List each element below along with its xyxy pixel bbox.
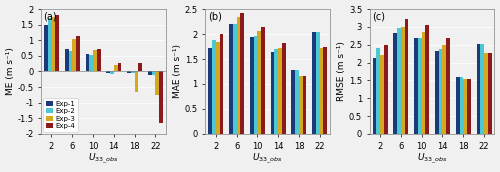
Bar	[446, 38, 450, 134]
Bar	[208, 48, 212, 134]
Bar	[114, 65, 117, 72]
Bar	[127, 72, 131, 73]
Y-axis label: ME (m s⁻¹): ME (m s⁻¹)	[6, 48, 15, 95]
Bar	[426, 25, 429, 134]
Bar	[299, 77, 302, 134]
Bar	[480, 44, 484, 134]
Bar	[216, 41, 220, 134]
Bar	[418, 38, 422, 134]
Bar	[212, 40, 216, 134]
Bar	[159, 72, 163, 123]
Bar	[134, 72, 138, 92]
Bar	[435, 51, 438, 134]
Bar	[110, 72, 114, 74]
Bar	[118, 63, 122, 72]
Bar	[86, 54, 89, 72]
Bar	[380, 55, 384, 134]
Bar	[156, 72, 159, 95]
Bar	[68, 51, 72, 72]
Bar	[152, 72, 156, 75]
Text: (a): (a)	[44, 12, 57, 22]
Bar	[258, 31, 261, 134]
Bar	[456, 77, 460, 134]
Bar	[460, 77, 464, 134]
Bar	[422, 32, 426, 134]
Bar	[316, 31, 320, 134]
Bar	[464, 79, 467, 134]
Bar	[292, 70, 295, 134]
Bar	[324, 46, 327, 134]
X-axis label: $U_{33\_obs}$: $U_{33\_obs}$	[252, 152, 283, 166]
Bar	[261, 26, 265, 134]
Bar	[52, 18, 55, 72]
Bar	[442, 45, 446, 134]
Bar	[106, 72, 110, 73]
Bar	[131, 72, 134, 73]
Bar	[90, 55, 93, 72]
Bar	[270, 52, 274, 134]
Bar	[250, 36, 254, 134]
Bar	[476, 44, 480, 134]
Bar	[302, 77, 306, 134]
Bar	[376, 48, 380, 134]
Bar	[55, 15, 59, 72]
Bar	[312, 31, 316, 134]
Bar	[76, 36, 80, 72]
Bar	[48, 18, 52, 72]
Bar	[72, 39, 76, 72]
Bar	[282, 43, 286, 134]
Bar	[414, 38, 418, 134]
Bar	[372, 58, 376, 134]
Text: (b): (b)	[208, 12, 222, 22]
Bar	[320, 48, 324, 134]
Bar	[401, 27, 404, 134]
Bar	[44, 25, 48, 72]
Bar	[65, 49, 68, 72]
Bar	[254, 36, 258, 134]
Bar	[148, 72, 152, 75]
X-axis label: $U_{33\_obs}$: $U_{33\_obs}$	[416, 152, 448, 166]
Bar	[488, 53, 492, 134]
Bar	[240, 13, 244, 134]
Bar	[404, 19, 408, 134]
Bar	[384, 45, 388, 134]
Legend: Exp-1, Exp-2, Exp-3, Exp-4: Exp-1, Exp-2, Exp-3, Exp-4	[43, 98, 78, 132]
Bar	[274, 49, 278, 134]
Bar	[220, 34, 224, 134]
Bar	[233, 24, 236, 134]
Bar	[295, 70, 299, 134]
Bar	[97, 49, 100, 72]
Y-axis label: MAE (m s⁻¹): MAE (m s⁻¹)	[173, 45, 182, 99]
Bar	[438, 49, 442, 134]
X-axis label: $U_{33\_obs}$: $U_{33\_obs}$	[88, 152, 119, 166]
Bar	[484, 53, 488, 134]
Bar	[138, 63, 142, 72]
Bar	[397, 28, 401, 134]
Bar	[278, 48, 282, 134]
Bar	[93, 50, 97, 72]
Bar	[229, 24, 233, 134]
Bar	[236, 17, 240, 134]
Y-axis label: RMSE (m s⁻¹): RMSE (m s⁻¹)	[337, 42, 346, 101]
Bar	[394, 33, 397, 134]
Text: (c): (c)	[372, 12, 385, 22]
Bar	[467, 79, 470, 134]
